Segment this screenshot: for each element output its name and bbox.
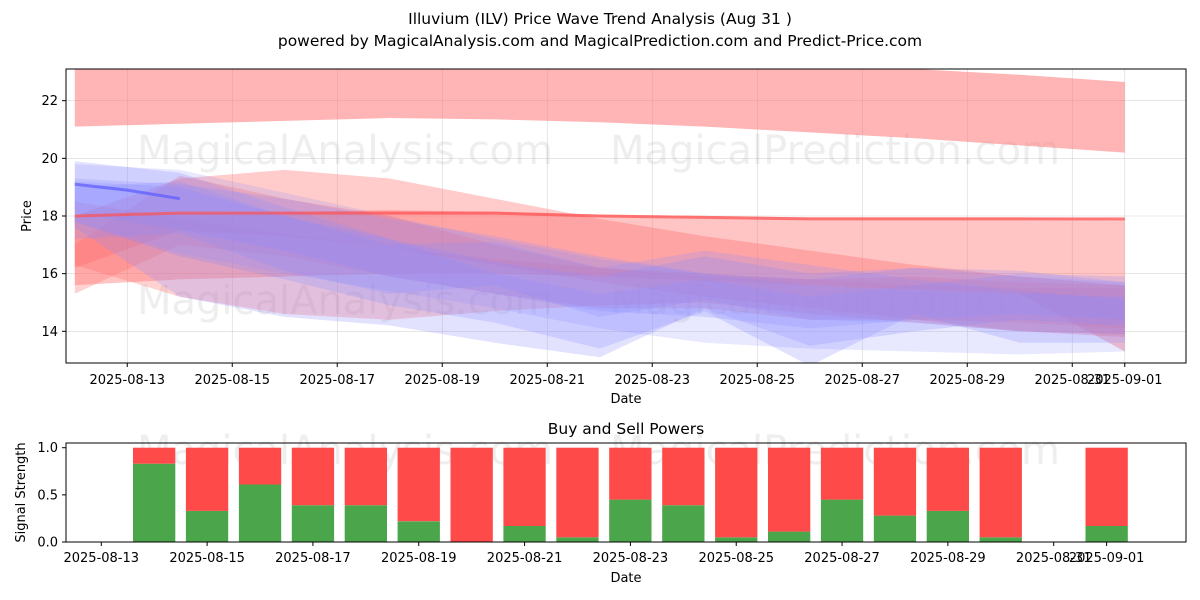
chart-subtitle: powered by MagicalAnalysis.com and Magic… <box>277 32 923 50</box>
x-tick-label: 2025-09-01 <box>1087 373 1163 388</box>
y-tick-label: 0.5 <box>37 488 58 503</box>
wave-band-blue-9 <box>74 181 1125 335</box>
x-tick-label: 2025-08-13 <box>89 373 165 388</box>
x-tick-label: 2025-08-23 <box>614 373 690 388</box>
buy-bar <box>926 510 969 542</box>
watermark-text: MagicalPrediction.com <box>610 278 1060 324</box>
buy-bar <box>503 526 546 542</box>
sell-bar <box>503 447 546 526</box>
x-tick-label: 2025-08-15 <box>194 373 270 388</box>
wave-band-blue-6 <box>74 181 1125 363</box>
x-tick-label: 2025-08-23 <box>593 551 669 566</box>
trend-line-red <box>74 211 1125 221</box>
sell-bar <box>397 447 440 522</box>
x-tick-label: 2025-08-15 <box>169 551 245 566</box>
watermark-text: MagicalAnalysis.com <box>137 128 553 174</box>
x-tick-label: 2025-08-27 <box>804 551 880 566</box>
buy-bar <box>185 510 229 542</box>
x-tick-label: 2025-08-27 <box>824 373 900 388</box>
x-tick-label: 2025-08-25 <box>698 551 774 566</box>
x-tick-label: 2025-08-29 <box>910 551 986 566</box>
buy-bar <box>344 505 387 542</box>
x-axis-label: Date <box>610 392 641 407</box>
y-tick-label: 20 <box>41 152 58 167</box>
buy-bar <box>238 484 282 542</box>
sell-bar <box>238 447 282 485</box>
sell-bar <box>1085 447 1128 526</box>
x-tick-label: 2025-08-29 <box>929 373 1005 388</box>
buy-bar <box>556 537 599 542</box>
x-tick-label: 2025-08-31 <box>1016 551 1092 566</box>
sell-bar <box>291 447 335 506</box>
buy-bar <box>133 463 176 542</box>
sell-bar <box>609 447 652 500</box>
x-tick-label: 2025-08-17 <box>275 551 351 566</box>
wave-band-red-3 <box>74 201 1125 335</box>
y-axis-label: Price <box>20 200 35 232</box>
sell-bar <box>133 447 176 464</box>
buy-bar <box>979 537 1022 542</box>
y-tick-label: 14 <box>41 325 58 340</box>
buy-bar <box>609 499 652 542</box>
sell-bar <box>768 447 811 532</box>
x-tick-label: 2025-08-13 <box>63 551 139 566</box>
x-tick-label: 2025-08-21 <box>487 551 563 566</box>
x-tick-label: 2025-08-19 <box>404 373 480 388</box>
sell-bar <box>926 447 969 511</box>
signal-chart-title: Buy and Sell Powers <box>548 420 705 438</box>
sell-bar <box>820 447 864 500</box>
y-tick-label: 22 <box>41 94 58 109</box>
buy-bar <box>715 537 758 542</box>
sell-bar <box>715 447 758 538</box>
sell-bar <box>185 447 229 511</box>
x-tick-label: 2025-08-17 <box>299 373 375 388</box>
y-tick-label: 16 <box>41 267 58 282</box>
sell-bar <box>979 447 1022 538</box>
price-chart: 14 16 18 20 22 2025-08-13 2025-08-15 2025-08-17… <box>20 68 1187 407</box>
sell-bar <box>662 447 705 506</box>
sell-bar <box>556 447 599 538</box>
x-tick-label: 2025-09-01 <box>1069 551 1145 566</box>
trend-line-blue <box>74 182 181 201</box>
y-tick-label: 1.0 <box>37 441 58 456</box>
watermark-layer: MagicalAnalysis.com MagicalPrediction.com… <box>137 128 1060 474</box>
buy-bar <box>662 505 705 542</box>
watermark-text: MagicalAnalysis.com <box>137 278 553 324</box>
x-tick-label: 2025-08-21 <box>509 373 585 388</box>
x-axis-label: Date <box>610 571 641 586</box>
y-tick-label: 0.0 <box>37 536 58 551</box>
sell-bar <box>344 447 387 506</box>
wave-band-red-0 <box>74 69 1125 153</box>
chart-title: Illuvium (ILV) Price Wave Trend Analysis… <box>408 10 792 28</box>
buy-bar <box>1085 526 1128 542</box>
wave-band-red-1 <box>74 210 1125 352</box>
buy-bar <box>768 531 811 542</box>
y-axis-label: Signal Strength <box>14 442 29 542</box>
buy-bar <box>291 505 335 542</box>
buy-bar <box>873 515 917 542</box>
buy-bar <box>820 499 864 542</box>
y-tick-label: 18 <box>41 210 58 225</box>
sell-bar <box>873 447 917 516</box>
x-tick-label: 2025-08-31 <box>1034 373 1110 388</box>
sell-bar <box>450 447 493 542</box>
signal-chart: 0.0 0.5 1.0 2025-08-13 2025-08-15 2025-08-17 2… <box>14 420 1187 586</box>
x-tick-label: 2025-08-19 <box>381 551 457 566</box>
buy-bar <box>397 521 440 542</box>
wave-band-blue-7 <box>74 178 1125 329</box>
wave-band-blue-5 <box>74 161 1125 358</box>
band-layer <box>74 69 1125 363</box>
plot-frame <box>65 442 1187 543</box>
x-tick-label: 2025-08-25 <box>719 373 795 388</box>
